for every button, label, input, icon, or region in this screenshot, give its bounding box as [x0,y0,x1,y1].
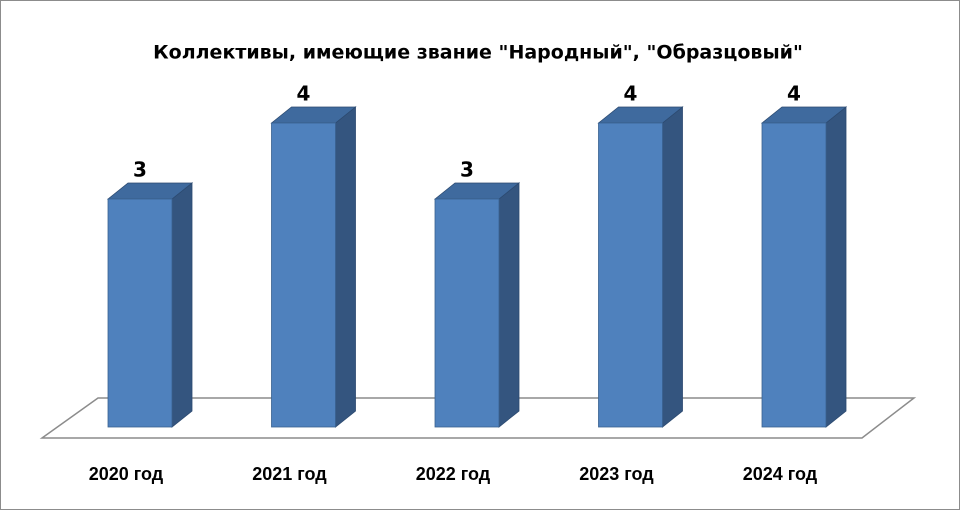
bar [271,122,336,428]
x-tick-label: 2022 год [416,464,491,484]
x-tick-label: 2020 год [89,464,164,484]
chart-title: Коллективы, имеющие звание "Народный", "… [153,42,803,64]
data-label: 3 [133,158,147,182]
data-label: 4 [787,82,801,106]
bar-side [825,106,847,428]
x-tick-label: 2021 год [252,464,327,484]
x-tick-label: 2024 год [743,464,818,484]
bar-side [335,106,356,428]
data-label: 4 [624,82,638,106]
bar-side [662,106,683,428]
bar-side [498,182,520,428]
data-label: 4 [297,82,311,106]
bar [761,122,827,428]
bar-side [171,182,193,428]
x-tick-label: 2023 год [579,464,654,484]
bar [434,198,500,428]
bar [598,122,663,428]
bar [107,198,173,428]
data-label: 3 [460,158,474,182]
